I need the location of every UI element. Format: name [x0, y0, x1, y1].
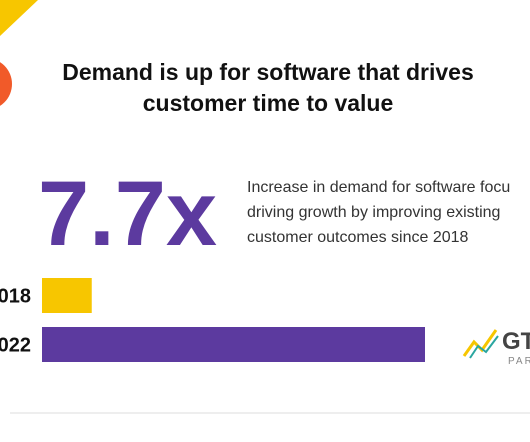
decor-circle	[0, 62, 12, 106]
chart-title: Demand is up for software that drives	[62, 59, 474, 85]
stat-text: Increase in demand for software focu	[247, 179, 510, 196]
stat-text: driving growth by improving existing	[247, 204, 500, 221]
chart-title: customer time to value	[143, 90, 394, 116]
category-label: 2018	[0, 286, 31, 308]
category-label: 2022	[0, 335, 31, 357]
logo-text: PAR	[508, 356, 530, 367]
bar	[42, 327, 425, 362]
decor-triangle	[0, 0, 38, 36]
logo: GT PAR	[462, 328, 530, 367]
logo-text: GT	[502, 328, 530, 355]
bar	[42, 278, 92, 313]
logo-icon	[469, 335, 499, 359]
logo-icon	[462, 329, 498, 357]
stat-text: customer outcomes since 2018	[247, 229, 469, 246]
stat: 7.7x	[38, 163, 217, 265]
